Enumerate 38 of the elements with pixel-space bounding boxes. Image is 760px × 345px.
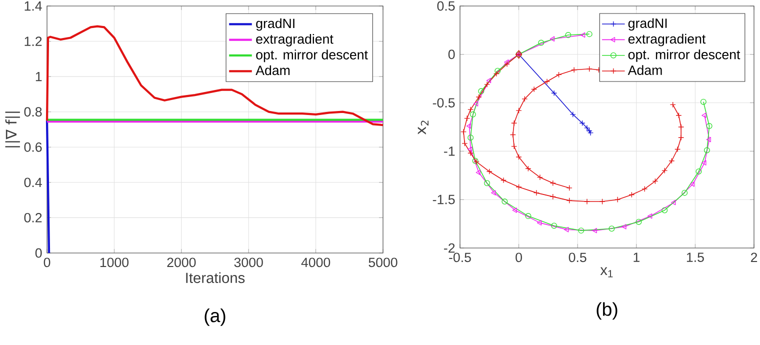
y-tick-label: 1.4 (24, 1, 42, 11)
legend-label: Adam (256, 65, 290, 76)
y-tick-label: 0.8 (24, 107, 42, 117)
legend-label: extragradient (628, 34, 706, 46)
y-tick-label: -0.5 (432, 98, 455, 108)
y-tick-label: 1.2 (24, 36, 42, 46)
legend-label: Adam (628, 65, 662, 75)
y-tick-label: 0.4 (24, 178, 42, 188)
x-tick-label: 4000 (301, 258, 330, 268)
x-tick-label: 1000 (100, 258, 129, 268)
y-axis-title: ||∇ f|| (5, 112, 20, 148)
x-axis-title: x$_{1}$ (600, 267, 613, 278)
y-tick-label: 0.6 (24, 142, 42, 152)
text: (a) (204, 308, 226, 326)
text: (b) (596, 302, 618, 320)
y-axis-title: x$_{2}$ (418, 120, 428, 135)
y-tick-label: 0.2 (24, 212, 42, 222)
x-tick-label: 2000 (167, 258, 196, 268)
legend-label: gradNI (256, 18, 294, 31)
legend-label: extragradient (256, 34, 334, 46)
x-tick-label: 5000 (368, 258, 398, 268)
x-tick-label: 3000 (234, 258, 263, 268)
legend-label: gradNI (628, 18, 667, 31)
x-tick-label: 1 (634, 252, 640, 262)
y-tick-label: -1.5 (432, 194, 455, 204)
y-tick-label: 0 (448, 50, 455, 60)
legend-label: opt. mirror descent (628, 50, 740, 62)
legend-label: opt. mirror descent (256, 50, 368, 62)
y-tick-label: 0.5 (437, 1, 455, 11)
y-tick-label: 1 (36, 72, 42, 82)
y-tick-label: -1 (444, 146, 455, 156)
x-tick-label: 1.5 (686, 252, 704, 262)
x-tick-label: 0.5 (568, 252, 586, 262)
x-axis-title: Iterations (186, 272, 245, 284)
y-tick-label: -2 (444, 243, 455, 253)
x-tick-label: 0 (44, 258, 50, 268)
x-tick-label: 2 (750, 252, 758, 262)
x-tick-label: 0 (516, 252, 522, 262)
